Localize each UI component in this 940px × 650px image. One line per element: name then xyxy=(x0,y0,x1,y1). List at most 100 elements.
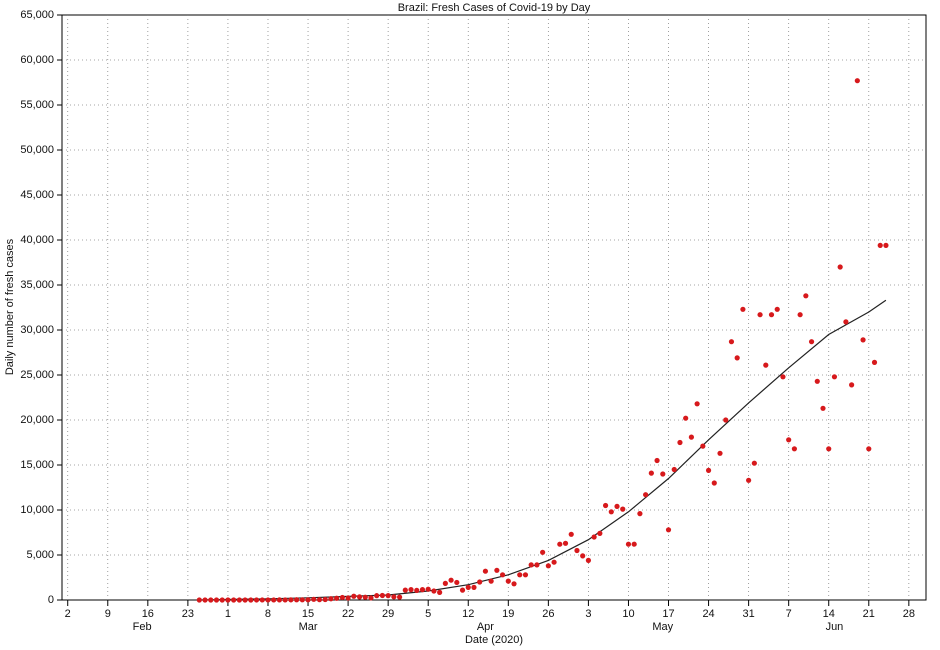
x-tick-label: 3 xyxy=(585,608,591,620)
x-tick-label: 15 xyxy=(302,608,314,620)
data-point xyxy=(614,503,620,509)
x-tick-label: 26 xyxy=(542,608,554,620)
data-point xyxy=(797,312,803,318)
x-tick-label: 21 xyxy=(863,608,875,620)
data-point xyxy=(202,597,208,603)
data-point xyxy=(494,567,500,573)
data-point xyxy=(431,588,437,594)
data-point xyxy=(711,480,717,486)
x-tick-label: 31 xyxy=(742,608,754,620)
data-point xyxy=(665,527,672,533)
data-point xyxy=(505,578,511,584)
y-tick-label: 10,000 xyxy=(20,504,54,516)
data-point xyxy=(843,319,849,325)
data-point xyxy=(299,597,305,603)
data-point xyxy=(265,597,271,603)
data-point xyxy=(408,587,414,593)
data-point xyxy=(282,597,288,603)
data-point xyxy=(459,587,466,593)
data-point xyxy=(305,597,311,603)
data-point xyxy=(620,506,626,512)
data-point xyxy=(751,460,757,466)
y-tick-label: 25,000 xyxy=(20,369,54,381)
data-point xyxy=(334,595,340,601)
y-tick-label: 55,000 xyxy=(20,99,54,111)
data-point xyxy=(705,467,712,473)
x-tick-label: 22 xyxy=(342,608,354,620)
data-point xyxy=(631,541,637,547)
data-point xyxy=(694,401,700,407)
data-point xyxy=(591,534,597,540)
data-point xyxy=(419,587,426,593)
data-point xyxy=(477,579,483,585)
data-point xyxy=(677,439,683,446)
x-tick-label: 8 xyxy=(265,608,271,620)
data-point xyxy=(471,584,477,591)
data-point xyxy=(871,359,878,365)
data-point xyxy=(454,579,460,586)
data-point xyxy=(253,597,260,603)
data-point xyxy=(774,306,780,312)
month-label: Apr xyxy=(477,621,494,633)
data-point xyxy=(225,597,231,603)
x-tick-label: 5 xyxy=(425,608,431,620)
y-tick-label: 35,000 xyxy=(20,279,54,291)
data-point xyxy=(374,593,380,599)
data-point xyxy=(339,594,345,601)
data-point xyxy=(780,374,786,380)
data-point xyxy=(208,597,214,603)
data-point xyxy=(837,264,843,270)
data-point xyxy=(637,510,643,517)
x-tick-label: 14 xyxy=(823,608,835,620)
data-point xyxy=(316,597,323,603)
data-point xyxy=(814,378,820,384)
data-point xyxy=(545,563,551,569)
month-label: Jun xyxy=(826,621,844,633)
data-point xyxy=(568,531,574,537)
data-point xyxy=(625,541,632,547)
data-point xyxy=(482,568,489,574)
data-point xyxy=(213,597,220,603)
y-tick-label: 15,000 xyxy=(20,459,54,471)
data-point xyxy=(351,593,357,599)
x-tick-label: 12 xyxy=(462,608,474,620)
data-point xyxy=(396,594,403,600)
data-point xyxy=(883,242,889,248)
data-point xyxy=(820,405,826,411)
data-point xyxy=(425,586,431,592)
data-point xyxy=(826,446,832,452)
data-point xyxy=(585,557,592,564)
data-point xyxy=(786,437,792,443)
y-tick-label: 45,000 xyxy=(20,189,54,201)
data-point xyxy=(768,312,775,318)
data-point xyxy=(414,587,420,593)
x-tick-label: 1 xyxy=(225,608,231,620)
data-point xyxy=(437,589,443,595)
data-point xyxy=(322,596,328,603)
y-tick-label: 50,000 xyxy=(20,144,54,156)
data-point xyxy=(368,595,374,601)
data-point xyxy=(700,443,706,449)
data-point xyxy=(271,597,277,603)
data-point xyxy=(854,78,860,84)
data-point xyxy=(808,339,815,345)
month-label: May xyxy=(652,621,673,633)
data-point xyxy=(688,434,695,440)
x-tick-label: 24 xyxy=(702,608,714,620)
data-point xyxy=(860,337,866,343)
data-point xyxy=(385,593,391,599)
y-tick-label: 30,000 xyxy=(20,324,54,336)
data-point xyxy=(763,362,769,368)
y-tick-label: 0 xyxy=(48,594,54,606)
data-point xyxy=(402,587,408,593)
data-point xyxy=(849,382,855,388)
data-point xyxy=(276,597,283,603)
data-point xyxy=(442,580,448,586)
data-point xyxy=(740,306,746,312)
data-point xyxy=(242,597,248,603)
x-tick-label: 16 xyxy=(142,608,154,620)
data-point xyxy=(499,572,506,578)
y-tick-label: 20,000 xyxy=(20,414,54,426)
x-tick-label: 28 xyxy=(903,608,915,620)
